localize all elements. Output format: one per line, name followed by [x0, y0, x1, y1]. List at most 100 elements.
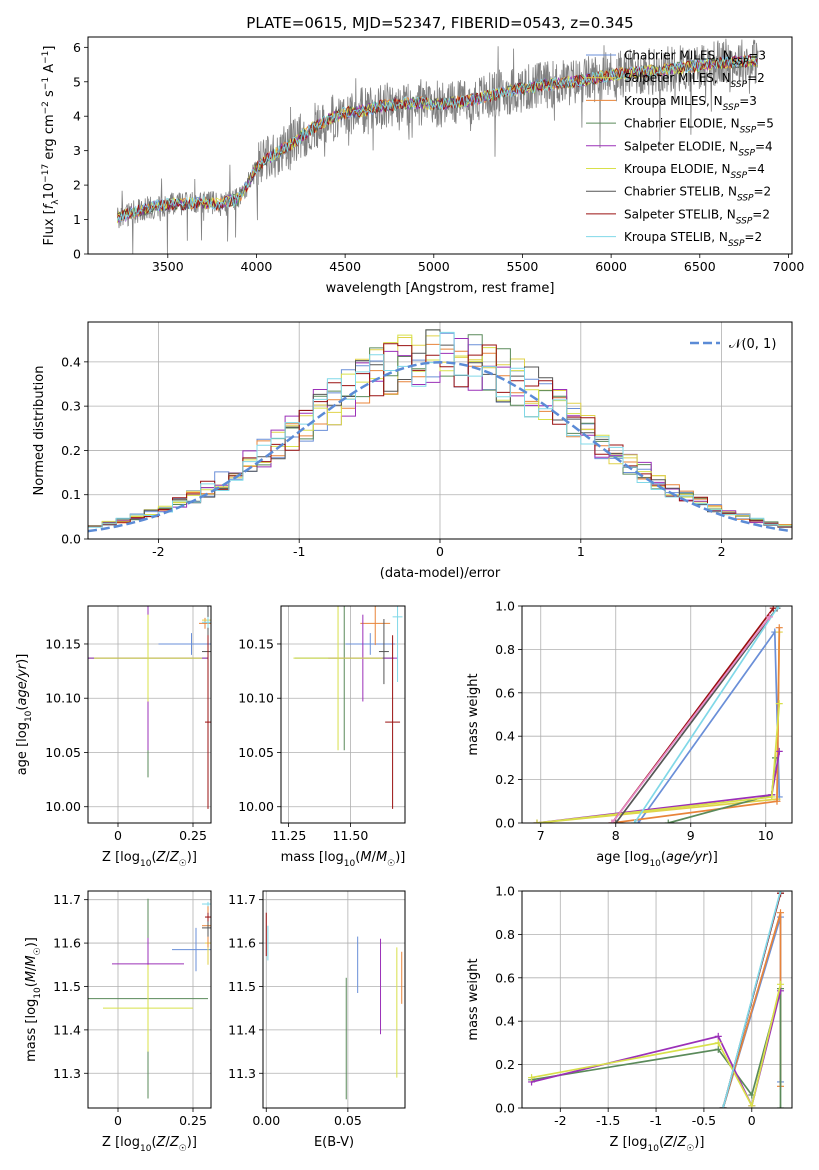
panel-age_vs_mass: 11.25 11.50 10.00 10.05 10.10 10.15 mass [log1…: [238, 605, 406, 869]
weight-point: [775, 624, 783, 632]
weight-line: [722, 891, 782, 1108]
x-tick-label: 9: [687, 828, 695, 843]
x-tick-label: 3500: [152, 259, 184, 274]
weight-point: [777, 1104, 785, 1108]
weight-series-kroupa-elodie: [533, 700, 783, 823]
legend-label: Salpeter STELIB, NSSP=2: [624, 207, 770, 226]
weight-line: [611, 616, 771, 823]
weight-point: [664, 819, 672, 823]
y-tick-label: 11.7: [53, 892, 81, 907]
y-axis-label: mass weight: [466, 673, 481, 755]
axes-frame: [87, 890, 212, 1109]
x-tick-label: -1: [293, 544, 305, 559]
weight-point: [714, 1045, 722, 1053]
weight-series-pink: [608, 613, 773, 823]
y-tick-label: 0: [73, 247, 81, 262]
y-tick-label: 0.2: [495, 772, 515, 787]
y-tick-label: 11.5: [53, 979, 81, 994]
errorbar-kroupa-elodie: [293, 606, 383, 751]
x-axis-label: mass [log10(M/M☉)]: [281, 850, 406, 869]
plot-area: [116, 38, 759, 254]
x-tick-label: 0.25: [179, 1113, 207, 1128]
errorbar-kroupa-miles: [360, 606, 391, 646]
legend-label: Kroupa MILES, NSSP=3: [624, 94, 757, 113]
weight-point: [777, 891, 785, 895]
errorbar-salpeter-stelib: [205, 635, 211, 809]
y-tick-label: 10.10: [45, 691, 81, 706]
weight-line: [531, 984, 782, 1108]
axes-frame: [521, 605, 793, 824]
x-axis-label: E(B-V): [314, 1135, 354, 1150]
weight-point: [775, 700, 783, 708]
y-axis-label: age [log10(age/yr)]: [15, 654, 34, 776]
x-tick-label: -0.5: [692, 1113, 716, 1128]
y-tick-label: 6: [73, 40, 81, 55]
y-axis-label: Normed distribution: [32, 366, 47, 496]
y-tick-label: 10.15: [45, 636, 81, 651]
panel-massweight_vs_Z: -2 -1.5 -1 -0.5 0 0.0 0.2 0.4 0.6 0.8 1.0 Z [log10(…: [466, 884, 793, 1154]
y-tick-label: 0.4: [495, 1014, 515, 1029]
x-tick-label: 7000: [773, 259, 805, 274]
y-tick-label: 1.0: [495, 884, 515, 899]
x-tick-label: 6000: [595, 259, 627, 274]
weight-point: [769, 606, 777, 612]
y-tick-label: 1.0: [495, 599, 515, 614]
model-spectrum-kroupa-stelib: [116, 55, 758, 223]
weight-point: [773, 797, 781, 805]
weight-series-chabrier-elodie: [664, 754, 779, 823]
panel-mass_vs_Z: 0 0.25 11.3 11.4 11.5 11.6 11.7 Z [log10(Z/Z☉)]…: [24, 890, 212, 1154]
y-tick-label: 0.0: [495, 1101, 515, 1116]
axes-frame: [280, 605, 406, 824]
y-tick-label: 11.3: [53, 1066, 81, 1081]
legend-label: Salpeter MILES, NSSP=2: [624, 71, 765, 90]
errorbar-kroupa-elodie: [94, 614, 202, 702]
x-tick-label: 1: [577, 544, 585, 559]
errorbar-salpeter-stelib: [205, 912, 211, 922]
legend-label: Chabrier STELIB, NSSP=2: [624, 185, 771, 204]
y-tick-label: 10.05: [238, 745, 274, 760]
weight-point: [533, 819, 541, 823]
weight-point: [634, 819, 642, 823]
x-tick-label: -1.5: [596, 1113, 620, 1128]
plot-area: [88, 606, 211, 809]
errorbar-kroupa-elodie: [103, 964, 193, 1052]
y-tick-label: 11.3: [228, 1066, 256, 1081]
legend-label: Kroupa ELODIE, NSSP=4: [624, 162, 765, 181]
y-tick-label: 10.00: [238, 799, 274, 814]
x-axis-label: wavelength [Angstrom, rest frame]: [326, 281, 555, 296]
y-tick-label: 11.5: [228, 979, 256, 994]
y-tick-label: 11.6: [228, 936, 256, 951]
weight-line: [637, 629, 781, 823]
y-tick-label: 0.6: [495, 970, 515, 985]
model-spectrum-salpeter-miles: [116, 56, 758, 223]
x-tick-label: 7: [537, 828, 545, 843]
y-tick-label: 0.0: [495, 816, 515, 831]
panel-mass_vs_ebv: 0.00 0.05 11.3 11.4 11.5 11.6 11.7 E(B-V): [228, 890, 406, 1150]
weight-series-kroupa-stelib: [631, 606, 782, 823]
x-tick-label: 0: [748, 1113, 756, 1128]
panel-massweight_vs_age: 7 8 9 10 0.0 0.2 0.4 0.6 0.8 1.0 age [log10(age/yr…: [466, 599, 793, 869]
y-tick-label: 0.2: [61, 443, 81, 458]
y-tick-label: 5: [73, 74, 81, 89]
x-axis-label: age [log10(age/yr)]: [596, 850, 718, 869]
errorbar-kroupa-stelib: [202, 901, 211, 907]
y-tick-label: 2: [73, 178, 81, 193]
x-tick-label: 8: [612, 828, 620, 843]
weight-point: [714, 1032, 722, 1040]
x-tick-label: 0.00: [252, 1113, 280, 1128]
errorbar-chabrier-stelib: [202, 919, 211, 937]
y-tick-label: 0.0: [61, 532, 81, 547]
weight-point: [766, 613, 773, 621]
axes-frame: [87, 36, 793, 255]
panel-residuals: -2 -1 0 1 2 0.0 0.1 0.2 0.3 0.4 (data-model)/error…: [32, 321, 793, 581]
legend-label: Chabrier MILES, NSSP=3: [624, 49, 766, 68]
y-tick-label: 0.3: [61, 399, 81, 414]
x-tick-label: 11.50: [333, 828, 369, 843]
y-tick-label: 11.6: [53, 936, 81, 951]
figure-title: PLATE=0615, MJD=52347, FIBERID=0543, z=0…: [246, 14, 633, 32]
legend: Chabrier MILES, NSSP=3 Salpeter MILES, NS…: [586, 49, 774, 249]
weight-line: [633, 606, 780, 823]
plot-area: [293, 606, 403, 809]
y-tick-label: 0.6: [495, 685, 515, 700]
